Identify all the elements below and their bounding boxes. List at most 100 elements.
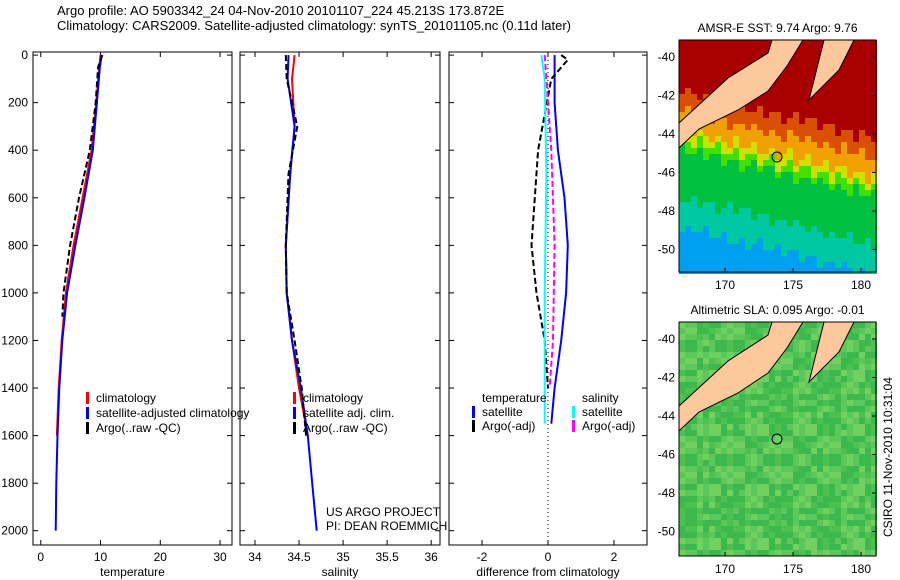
map-cell [847, 118, 853, 124]
map-cell [805, 544, 811, 550]
map-cell [835, 508, 841, 514]
map-cell [733, 520, 739, 526]
map-cell [847, 532, 853, 538]
map-cell [685, 40, 691, 46]
map-cell [865, 106, 871, 112]
map-cell [709, 250, 715, 256]
map-cell [841, 490, 847, 496]
map-cell [829, 208, 835, 214]
map-cell [805, 190, 811, 196]
map-cell [685, 388, 691, 394]
map-cell [739, 328, 745, 334]
map-cell [757, 160, 763, 166]
map-cell [685, 334, 691, 340]
map-cell [859, 58, 865, 64]
map-cell [697, 214, 703, 220]
map-cell [871, 334, 877, 340]
map-cell [853, 412, 859, 418]
map-cell [733, 226, 739, 232]
map-cell [793, 460, 799, 466]
map-cell [757, 136, 763, 142]
map-cell [775, 142, 781, 148]
map-cell [769, 406, 775, 412]
map-cell [763, 484, 769, 490]
map-cell [739, 148, 745, 154]
map-cell [829, 196, 835, 202]
map-cell [733, 394, 739, 400]
map-cell [847, 442, 853, 448]
map-cell [697, 46, 703, 52]
map-cell [805, 118, 811, 124]
map-cell [799, 340, 805, 346]
map-cell [823, 214, 829, 220]
map-cell [697, 64, 703, 70]
map-cell [757, 466, 763, 472]
map-cell [793, 112, 799, 118]
map-cell [799, 94, 805, 100]
map-cell [745, 160, 751, 166]
map-cell [865, 100, 871, 106]
map-cell [787, 388, 793, 394]
series-line [284, 55, 318, 531]
map-cell [679, 58, 685, 64]
map-cell [697, 130, 703, 136]
map-cell [829, 370, 835, 376]
map-cell [781, 196, 787, 202]
map-cell [709, 460, 715, 466]
map-cell [859, 106, 865, 112]
map-cell [781, 448, 787, 454]
map-cell [745, 550, 751, 556]
map-cell [787, 370, 793, 376]
map-cell [871, 514, 877, 520]
map-cell [847, 472, 853, 478]
map-cell [805, 58, 811, 64]
map-cell [691, 550, 697, 556]
map-cell [787, 226, 793, 232]
map-cell [739, 448, 745, 454]
map-cell [829, 400, 835, 406]
map-cell [775, 436, 781, 442]
map-cell [847, 160, 853, 166]
map-cell [763, 424, 769, 430]
map-cell [757, 430, 763, 436]
map-cell [799, 442, 805, 448]
map-cell [685, 478, 691, 484]
map-cell [817, 442, 823, 448]
map-cell [787, 394, 793, 400]
map-cell [775, 520, 781, 526]
map-cell [859, 160, 865, 166]
map-cell [859, 268, 865, 274]
map-cell [709, 244, 715, 250]
map-cell [835, 268, 841, 274]
map-cell [751, 106, 757, 112]
map-cell [751, 472, 757, 478]
map-cell [709, 520, 715, 526]
map-cell [739, 226, 745, 232]
map-cell [697, 352, 703, 358]
map-cell [727, 172, 733, 178]
map-cell [769, 256, 775, 262]
map-cell [775, 250, 781, 256]
map-cell [697, 88, 703, 94]
map-cell [835, 172, 841, 178]
map-cell [853, 550, 859, 556]
map-cell [865, 448, 871, 454]
plot-frame [448, 51, 648, 546]
map-cell [751, 142, 757, 148]
map-cell [853, 178, 859, 184]
map-cell [769, 544, 775, 550]
map-cell [829, 256, 835, 262]
map-cell [793, 76, 799, 82]
map-cell [769, 244, 775, 250]
map-cell [721, 268, 727, 274]
y-tick-label: 400 [8, 143, 28, 157]
x-tick-label: 34 [248, 550, 262, 564]
map-cell [739, 454, 745, 460]
map-cell [697, 160, 703, 166]
map-cell [745, 448, 751, 454]
map-cell [757, 250, 763, 256]
map-cell [715, 250, 721, 256]
map-cell [787, 466, 793, 472]
map-cell [841, 502, 847, 508]
map-cell [799, 88, 805, 94]
